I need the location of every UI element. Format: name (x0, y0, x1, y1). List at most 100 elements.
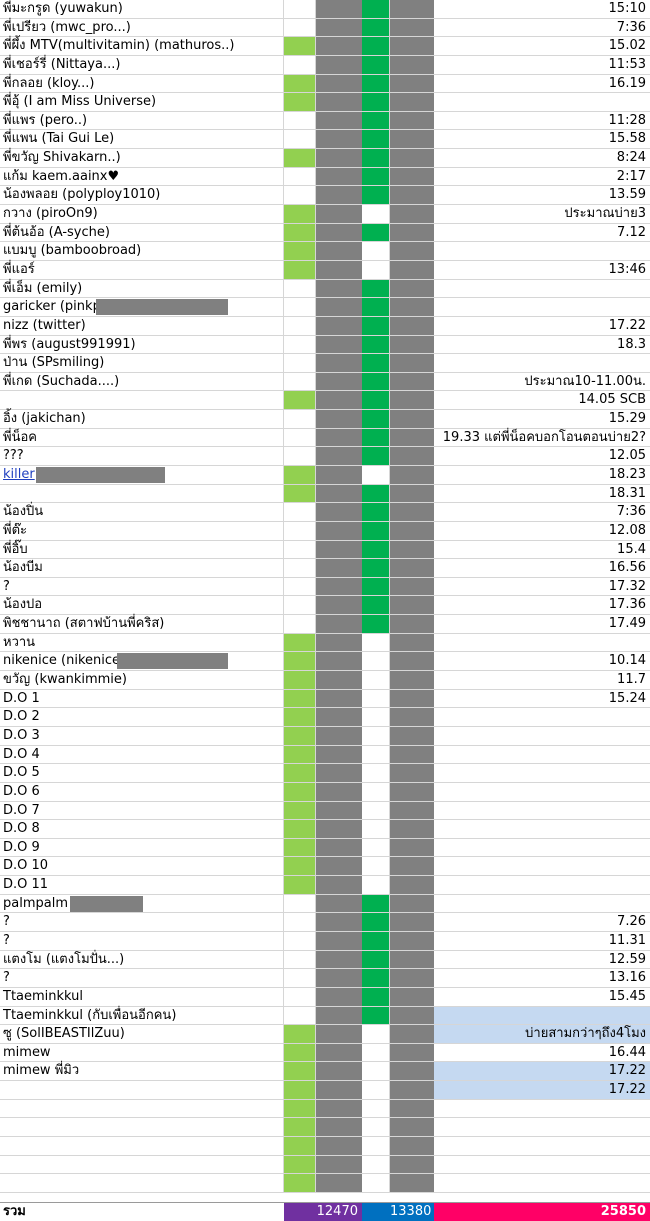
status-cell[interactable] (362, 782, 390, 801)
flag-cell[interactable] (284, 745, 316, 764)
status-cell[interactable] (362, 950, 390, 969)
flag-cell[interactable] (284, 1062, 316, 1081)
flag-cell[interactable] (284, 932, 316, 950)
status-cell[interactable] (362, 540, 390, 559)
flag-cell[interactable] (284, 969, 316, 987)
flag-cell[interactable] (284, 372, 316, 391)
status-cell[interactable] (362, 1025, 390, 1043)
status-cell[interactable] (362, 298, 390, 316)
name-cell[interactable]: พี่เกด (Suchada....) (0, 372, 284, 391)
flag-cell[interactable] (284, 37, 316, 55)
note-cell[interactable]: 11.31 (434, 932, 650, 950)
name-cell[interactable]: killer (0, 466, 284, 484)
note-cell[interactable]: 10.14 (434, 652, 650, 670)
name-cell[interactable] (0, 1099, 284, 1118)
flag-cell[interactable] (284, 801, 316, 820)
status-cell[interactable] (362, 1118, 390, 1137)
status-cell[interactable] (362, 969, 390, 987)
name-cell[interactable]: mimew (0, 1043, 284, 1062)
note-cell[interactable]: 15.29 (434, 410, 650, 428)
status-cell[interactable] (362, 1062, 390, 1081)
status-cell[interactable] (362, 577, 390, 596)
note-cell[interactable]: 12.05 (434, 447, 650, 465)
status-cell[interactable] (362, 764, 390, 782)
flag-cell[interactable] (284, 820, 316, 838)
status-cell[interactable] (362, 820, 390, 838)
flag-cell[interactable] (284, 1099, 316, 1118)
note-cell[interactable]: 17.22 (434, 1062, 650, 1081)
name-cell[interactable] (0, 484, 284, 503)
note-cell[interactable] (434, 708, 650, 726)
note-cell[interactable]: 7:36 (434, 503, 650, 521)
note-cell[interactable]: 8:24 (434, 149, 650, 167)
flag-cell[interactable] (284, 1174, 316, 1192)
flag-cell[interactable] (284, 652, 316, 671)
note-cell[interactable] (434, 1137, 650, 1155)
name-cell[interactable]: D.O 6 (0, 782, 284, 801)
status-cell[interactable] (362, 633, 390, 652)
name-cell[interactable] (0, 1118, 284, 1137)
note-cell[interactable]: 18.3 (434, 336, 650, 354)
status-cell[interactable] (362, 428, 390, 447)
note-cell[interactable]: 15:10 (434, 0, 650, 18)
status-cell[interactable] (362, 18, 390, 37)
flag-cell[interactable] (284, 876, 316, 894)
note-cell[interactable]: 12.08 (434, 522, 650, 540)
note-cell[interactable]: บ่ายสามกว่าๆถึง4โมง (434, 1025, 650, 1043)
note-cell[interactable] (434, 764, 650, 782)
name-cell[interactable]: ??? (0, 447, 284, 465)
name-cell[interactable]: D.O 5 (0, 764, 284, 782)
note-cell[interactable] (434, 634, 650, 652)
name-cell[interactable]: ? (0, 913, 284, 931)
name-cell[interactable]: กวาง (piroOn9) (0, 205, 284, 223)
status-cell[interactable] (362, 857, 390, 876)
flag-cell[interactable] (284, 1137, 316, 1155)
note-cell[interactable]: 2:17 (434, 168, 650, 186)
status-cell[interactable] (362, 894, 390, 913)
name-cell[interactable]: พี่อิ๊บ (0, 540, 284, 559)
note-cell[interactable]: 17.36 (434, 596, 650, 614)
note-cell[interactable] (434, 1156, 650, 1174)
status-cell[interactable] (362, 447, 390, 465)
flag-cell[interactable] (284, 242, 316, 260)
note-cell[interactable]: 15.02 (434, 37, 650, 55)
flag-cell[interactable] (284, 55, 316, 74)
flag-cell[interactable] (284, 466, 316, 484)
status-cell[interactable] (362, 801, 390, 820)
note-cell[interactable]: 16.44 (434, 1044, 650, 1062)
status-cell[interactable] (362, 0, 390, 18)
note-cell[interactable] (434, 93, 650, 111)
flag-cell[interactable] (284, 764, 316, 782)
flag-cell[interactable] (284, 335, 316, 354)
name-cell[interactable]: D.O 9 (0, 838, 284, 857)
name-cell[interactable]: D.O 4 (0, 745, 284, 764)
flag-cell[interactable] (284, 726, 316, 745)
note-cell[interactable]: 18.31 (434, 485, 650, 503)
note-cell[interactable]: ประมาณ10-11.00น. (434, 373, 650, 391)
flag-cell[interactable] (284, 1043, 316, 1062)
name-cell[interactable]: พี่อุ้ (I am Miss Universe) (0, 93, 284, 111)
note-cell[interactable]: 15.58 (434, 130, 650, 148)
name-cell[interactable]: Ttaeminkkul (0, 987, 284, 1006)
name-cell[interactable] (0, 1174, 284, 1192)
note-cell[interactable]: 17.22 (434, 317, 650, 335)
name-cell[interactable]: D.O 11 (0, 876, 284, 894)
name-cell[interactable]: Ttaeminkkul (กับเพื่อนอีกคน) (0, 1006, 284, 1025)
flag-cell[interactable] (284, 1155, 316, 1174)
flag-cell[interactable] (284, 503, 316, 521)
name-cell[interactable]: พี่มะกรูด (yuwakun) (0, 0, 284, 18)
status-cell[interactable] (362, 726, 390, 745)
note-cell[interactable]: 11:28 (434, 112, 650, 130)
note-cell[interactable]: 16.56 (434, 559, 650, 577)
flag-cell[interactable] (284, 1118, 316, 1137)
name-cell[interactable]: แบมบู (bamboobroad) (0, 242, 284, 260)
note-cell[interactable]: ประมาณบ่าย3 (434, 205, 650, 223)
name-cell[interactable]: พี่แอร์ (0, 260, 284, 279)
note-cell[interactable] (434, 1006, 650, 1025)
flag-cell[interactable] (284, 447, 316, 465)
name-cell[interactable]: น้องบีม (0, 559, 284, 577)
name-cell[interactable] (0, 1137, 284, 1155)
flag-cell[interactable] (284, 987, 316, 1006)
note-cell[interactable] (434, 820, 650, 838)
name-cell[interactable]: ? (0, 577, 284, 596)
